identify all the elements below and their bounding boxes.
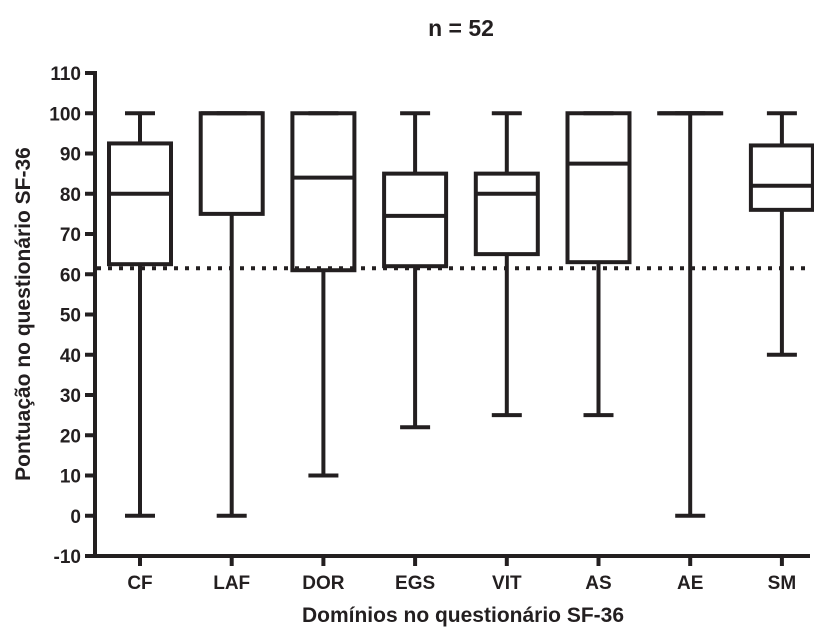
x-tick-label: DOR [302,573,345,594]
x-tick-label: VIT [492,573,522,594]
box-cf [107,141,173,267]
box-laf [198,111,265,216]
y-tick-label: 0 [70,507,81,528]
box-as [565,111,632,265]
y-tick-label: 60 [60,265,81,286]
box-dor [290,111,357,273]
y-axis-label: Pontuação no questionário SF-36 [12,147,35,481]
y-tick-label: 10 [60,467,81,488]
plot-area: -10 0 10 20 30 40 50 60 70 80 90 100 110 CF LAF DOR EGS V… [49,64,814,594]
box-vit [473,171,540,257]
y-tick-label: -10 [54,547,81,568]
x-tick-label: SM [768,573,797,594]
y-tick-label: 70 [60,225,81,246]
y-tick-label: 50 [60,306,81,327]
x-axis-label: Domínios no questionário SF-36 [302,604,624,627]
y-tick-label: 110 [50,64,81,85]
y-tick-label: 30 [60,386,81,407]
x-tick-label: EGS [395,573,435,594]
y-tick-label: 80 [60,185,81,206]
y-tick-label: 100 [49,104,81,125]
x-tick-label: CF [127,573,152,594]
box-sm [748,143,814,212]
x-tick-label: LAF [213,573,250,594]
y-tick-label: 90 [60,145,81,166]
x-tick-label: AE [677,573,703,594]
chart-title: n = 52 [428,15,494,41]
y-tick-label: 40 [60,346,81,367]
x-tick-label: AS [585,573,611,594]
y-tick-label: 20 [60,426,81,447]
box-egs [382,171,449,269]
